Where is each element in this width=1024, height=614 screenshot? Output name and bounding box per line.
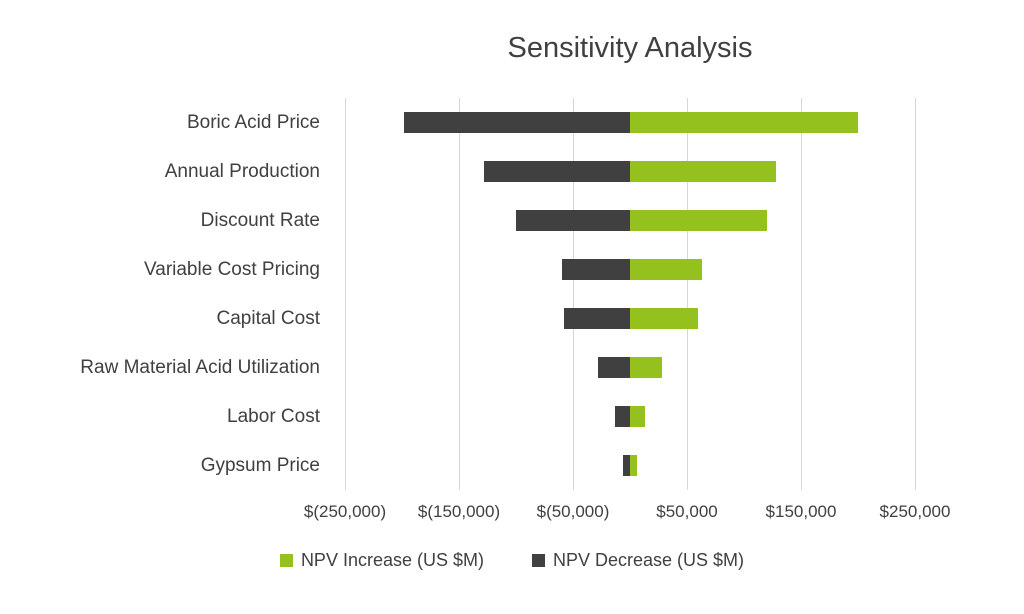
x-tick-label: $(250,000) <box>303 502 387 521</box>
bar-segment <box>630 259 702 280</box>
bar-segment <box>404 112 630 133</box>
category-label: Variable Cost Pricing <box>143 258 320 280</box>
legend-label: NPV Decrease (US $M) <box>553 550 745 570</box>
bar-segment <box>563 308 630 329</box>
bar-segment <box>484 161 630 182</box>
bar-segment <box>630 210 767 231</box>
x-tick-label: $(50,000) <box>536 502 610 521</box>
plot-area <box>345 98 916 490</box>
gridline <box>801 98 802 490</box>
legend-swatch-icon <box>532 554 545 567</box>
legend-label: NPV Increase (US $M) <box>300 550 484 570</box>
chart-title: Sensitivity Analysis <box>507 32 753 64</box>
bar-segment <box>561 259 630 280</box>
category-label: Raw Material Acid Utilization <box>80 356 320 378</box>
bar-segment <box>630 112 858 133</box>
gridline <box>687 98 688 490</box>
bar-segment <box>615 406 630 427</box>
bar-segment <box>630 357 662 378</box>
x-tick-label: $250,000 <box>879 502 951 521</box>
category-label: Discount Rate <box>200 209 320 231</box>
legend-item: NPV Decrease (US $M) <box>532 550 744 571</box>
category-label: Gypsum Price <box>200 454 320 476</box>
x-tick-label: $150,000 <box>765 502 837 521</box>
gridline <box>915 98 916 490</box>
x-tick-label: $(150,000) <box>417 502 501 521</box>
bar-segment <box>630 161 776 182</box>
bar-segment <box>630 455 637 476</box>
bar-segment <box>630 308 699 329</box>
bar-segment <box>623 455 630 476</box>
bar-segment <box>630 406 645 427</box>
category-label: Boric Acid Price <box>186 111 320 133</box>
legend-swatch-icon <box>279 554 293 567</box>
legend: NPV Increase (US $M) NPV Decrease (US $M) <box>0 550 1024 571</box>
category-axis: Boric Acid Price Annual Production Discoun… <box>0 0 320 614</box>
category-label: Capital Cost <box>216 307 321 329</box>
bar-segment <box>516 210 630 231</box>
x-tick-label: $50,000 <box>656 502 718 521</box>
gridline <box>345 98 346 490</box>
bar-segment <box>598 357 630 378</box>
category-label: Labor Cost <box>227 405 320 427</box>
category-label: Annual Production <box>164 160 320 182</box>
gridline <box>459 98 460 490</box>
legend-item: NPV Increase (US $M) <box>279 550 484 571</box>
gridline <box>573 98 574 490</box>
